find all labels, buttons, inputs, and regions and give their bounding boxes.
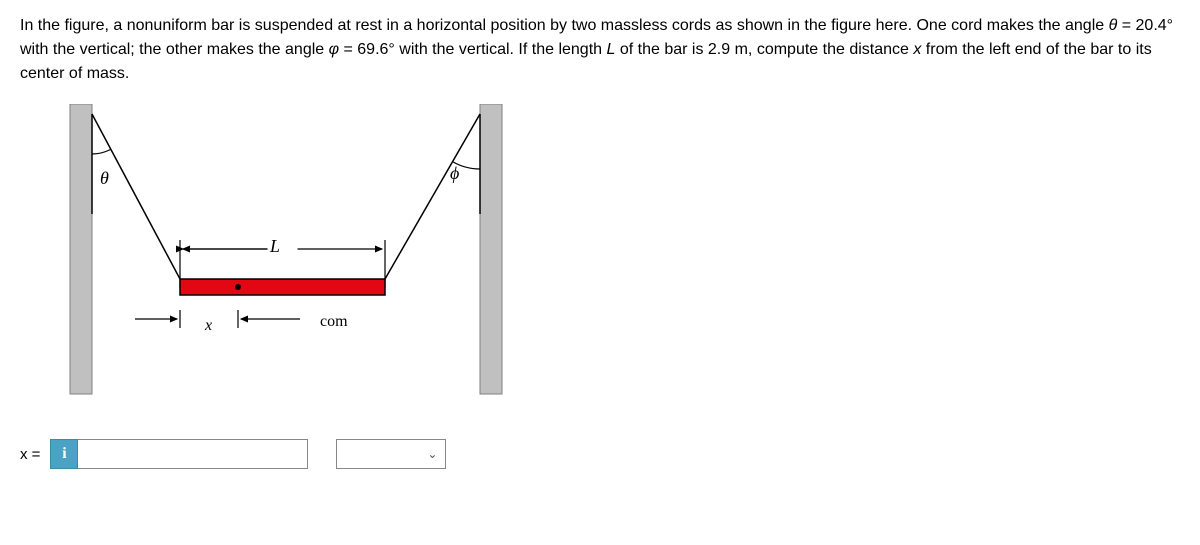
chevron-down-icon: ⌄	[427, 440, 437, 468]
answer-value-input[interactable]	[78, 439, 308, 469]
text: In the figure, a nonuniform bar is suspe…	[20, 17, 1109, 34]
answer-row: x = i ⌄	[20, 439, 1180, 469]
text: with the vertical. If the length	[395, 41, 607, 58]
svg-text:ϕ: ϕ	[450, 163, 459, 183]
text: =	[339, 41, 357, 58]
phi-value: 69.6°	[357, 41, 395, 58]
phi-symbol: φ	[329, 41, 339, 58]
theta-symbol: θ	[1109, 17, 1118, 34]
text: =	[1117, 17, 1135, 34]
theta-value: 20.4°	[1136, 17, 1174, 34]
svg-text:x: x	[204, 317, 212, 334]
text: with the vertical; the other makes the a…	[20, 41, 329, 58]
L-value: 2.9 m	[708, 41, 748, 58]
figure: θ ϕ Lx com	[40, 104, 1180, 409]
answer-label: x =	[20, 446, 40, 463]
text: of the bar is	[615, 41, 708, 58]
problem-statement: In the figure, a nonuniform bar is suspe…	[20, 14, 1180, 86]
svg-text:com: com	[320, 313, 348, 330]
text: , compute the distance	[748, 41, 913, 58]
info-icon[interactable]: i	[50, 439, 78, 469]
figure-svg: θ ϕ Lx com	[40, 104, 520, 404]
svg-text:θ: θ	[100, 168, 109, 188]
svg-text:L: L	[269, 236, 280, 256]
unit-select[interactable]: ⌄	[336, 439, 446, 469]
